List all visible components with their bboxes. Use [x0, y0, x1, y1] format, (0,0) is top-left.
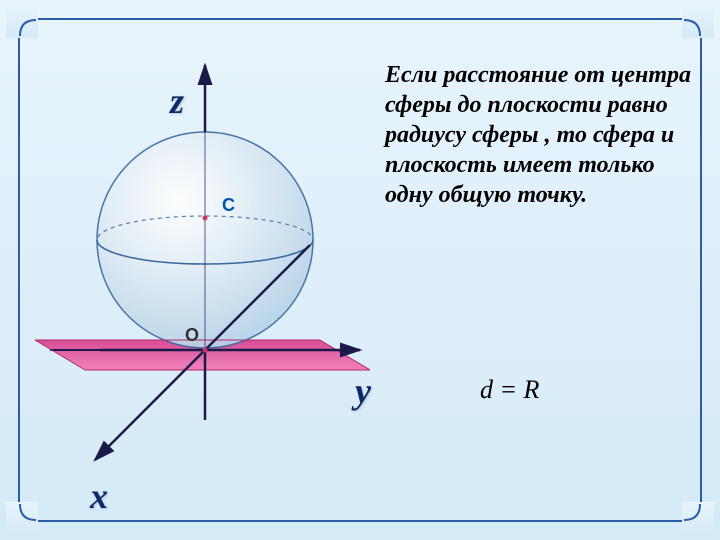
axis-label-x: x	[90, 475, 108, 517]
point-label-c: C	[222, 195, 235, 216]
corner-ornament	[682, 6, 714, 38]
corner-ornament	[6, 6, 38, 38]
axis-label-y: y	[355, 370, 371, 412]
point-label-o: O	[185, 325, 199, 346]
axis-label-z: z	[170, 80, 184, 122]
sphere-plane-diagram: z y x C O	[30, 50, 370, 500]
corner-ornament	[6, 502, 38, 534]
corner-ornament	[682, 502, 714, 534]
description-text: Если расстояние от центра сферы до плоск…	[385, 60, 695, 210]
formula-text: d = R	[480, 375, 539, 405]
